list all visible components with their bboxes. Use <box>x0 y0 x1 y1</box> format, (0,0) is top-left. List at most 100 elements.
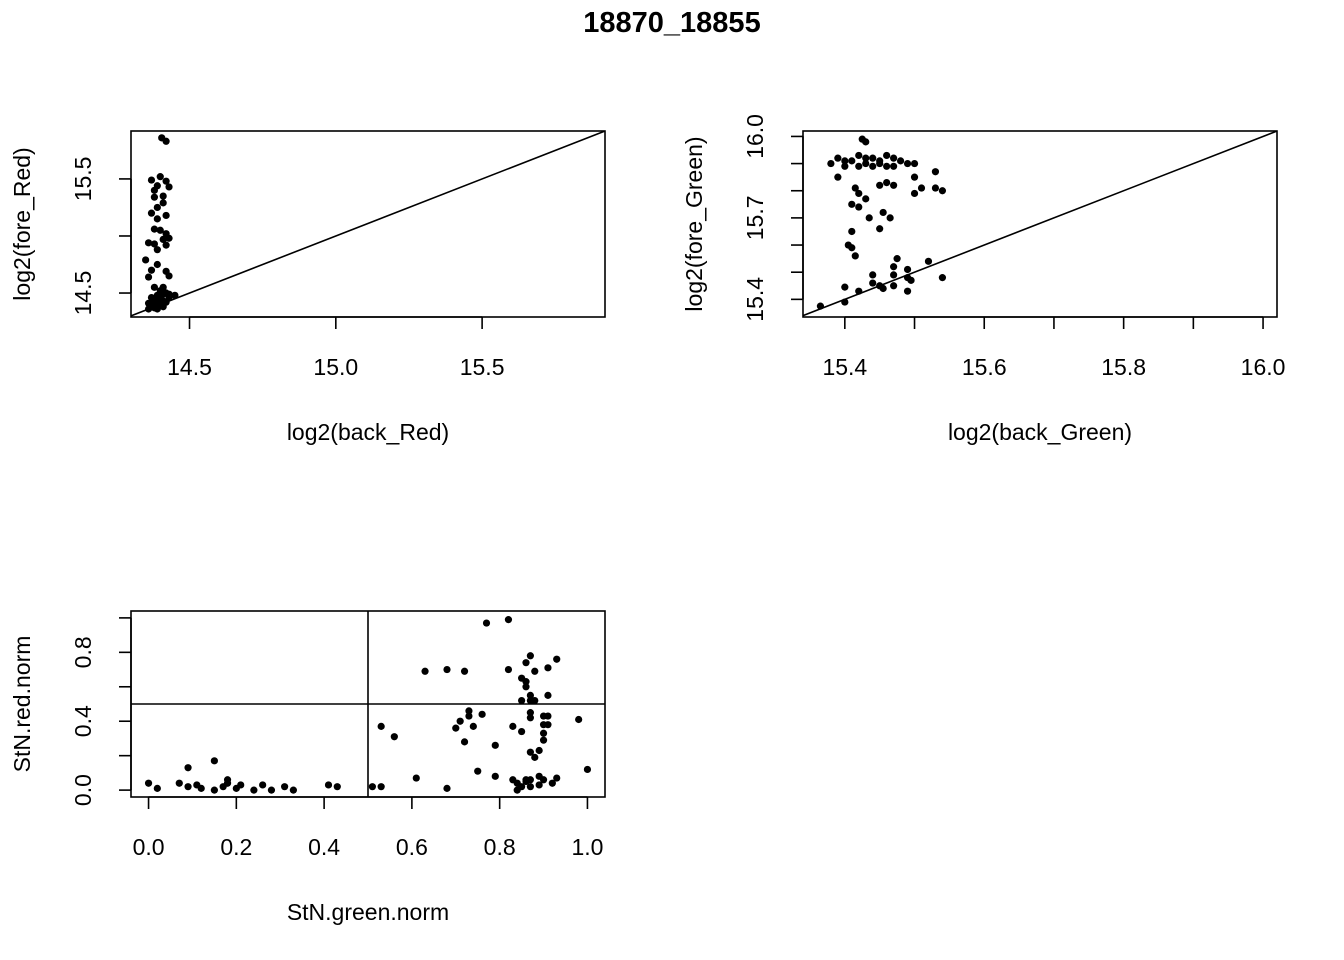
data-point <box>267 786 276 794</box>
data-point <box>903 287 912 295</box>
data-point <box>210 757 218 765</box>
data-point <box>869 162 877 170</box>
x-tick-label: 16.0 <box>1241 354 1286 380</box>
data-point <box>544 712 552 720</box>
data-point <box>862 195 870 203</box>
data-point <box>443 665 451 674</box>
data-point <box>491 741 499 749</box>
data-point <box>162 177 170 185</box>
figure-title: 18870_18855 <box>583 7 760 39</box>
data-point <box>144 779 153 787</box>
data-point <box>917 184 926 192</box>
data-point <box>210 786 218 794</box>
data-point <box>893 255 901 263</box>
y-tick-label: 15.7 <box>742 196 768 241</box>
data-point <box>153 246 161 254</box>
data-point <box>531 753 539 761</box>
data-point <box>150 193 159 201</box>
data-point <box>259 781 267 789</box>
data-point <box>869 279 877 287</box>
data-point <box>910 159 919 168</box>
data-point <box>848 244 856 252</box>
data-point <box>150 283 159 291</box>
data-point <box>931 168 940 176</box>
data-point <box>460 667 469 675</box>
data-point <box>165 234 173 242</box>
data-point <box>910 189 919 198</box>
data-point <box>869 271 877 279</box>
data-point <box>890 282 898 290</box>
data-point <box>452 724 460 732</box>
data-point <box>390 733 398 741</box>
data-point <box>223 779 232 787</box>
data-point <box>184 764 192 772</box>
data-point <box>535 746 543 755</box>
y-tick-label: 0.8 <box>70 636 96 668</box>
data-point <box>162 137 170 145</box>
data-point <box>504 616 513 624</box>
data-point <box>876 225 884 233</box>
panel-stn-scatter: 0.0 0.2 0.4 0.6 0.8 1.0 0.0 0.4 0.8 StN.green.nor… <box>9 610 606 925</box>
data-point <box>879 284 887 293</box>
data-point <box>526 776 534 784</box>
data-point <box>156 173 164 181</box>
data-point <box>816 302 825 310</box>
data-point <box>504 665 513 674</box>
y-tick-label: 16.0 <box>742 114 768 159</box>
data-point <box>147 176 156 184</box>
data-point <box>539 729 548 737</box>
data-point <box>142 256 150 264</box>
x-tick-label: 0.4 <box>308 834 340 860</box>
data-point <box>862 138 870 146</box>
data-point <box>539 776 548 784</box>
data-point <box>855 151 863 160</box>
data-point <box>482 619 491 627</box>
data-point <box>171 291 179 299</box>
data-point <box>841 157 849 165</box>
data-point <box>827 159 835 168</box>
data-point <box>848 157 856 165</box>
data-point <box>544 721 552 729</box>
y-axis-label: StN.red.norm <box>9 636 35 773</box>
data-point <box>903 265 912 274</box>
data-point <box>153 784 161 792</box>
x-tick-label: 0.6 <box>396 834 428 860</box>
x-axis-label: StN.green.norm <box>287 899 449 925</box>
x-tick-label: 15.6 <box>962 354 1007 380</box>
data-point <box>544 691 552 699</box>
panel-red-scatter: 14.5 15.0 15.5 14.5 15.5 log2(back_Red) log2(f… <box>9 130 606 445</box>
data-point <box>834 154 842 162</box>
x-tick-label: 15.8 <box>1101 354 1146 380</box>
data-point <box>377 722 385 730</box>
data-point <box>862 159 870 168</box>
x-tick-label: 15.5 <box>460 354 505 380</box>
data-point <box>531 696 539 705</box>
data-point <box>535 781 543 789</box>
data-point <box>162 211 170 220</box>
y-axis-label: log2(fore_Green) <box>681 136 707 311</box>
data-point <box>910 173 919 181</box>
data-point <box>175 779 183 787</box>
data-point <box>526 652 534 660</box>
data-point <box>153 305 161 313</box>
data-point <box>890 154 898 162</box>
data-point <box>150 225 159 233</box>
data-point <box>522 683 530 691</box>
data-point <box>147 266 156 274</box>
data-point <box>886 214 894 222</box>
data-point <box>150 186 159 194</box>
y-tick-label: 0.4 <box>70 705 96 737</box>
data-point <box>544 664 552 672</box>
x-tick-label: 15.0 <box>313 354 358 380</box>
data-point <box>144 305 153 313</box>
data-point <box>478 710 486 718</box>
data-point <box>165 272 173 280</box>
data-point <box>848 200 856 208</box>
data-point <box>526 691 534 699</box>
x-tick-label: 0.2 <box>220 834 252 860</box>
data-point <box>883 162 891 170</box>
data-point <box>165 183 173 191</box>
data-point <box>509 722 517 730</box>
data-point <box>879 208 887 217</box>
data-point <box>924 257 933 265</box>
